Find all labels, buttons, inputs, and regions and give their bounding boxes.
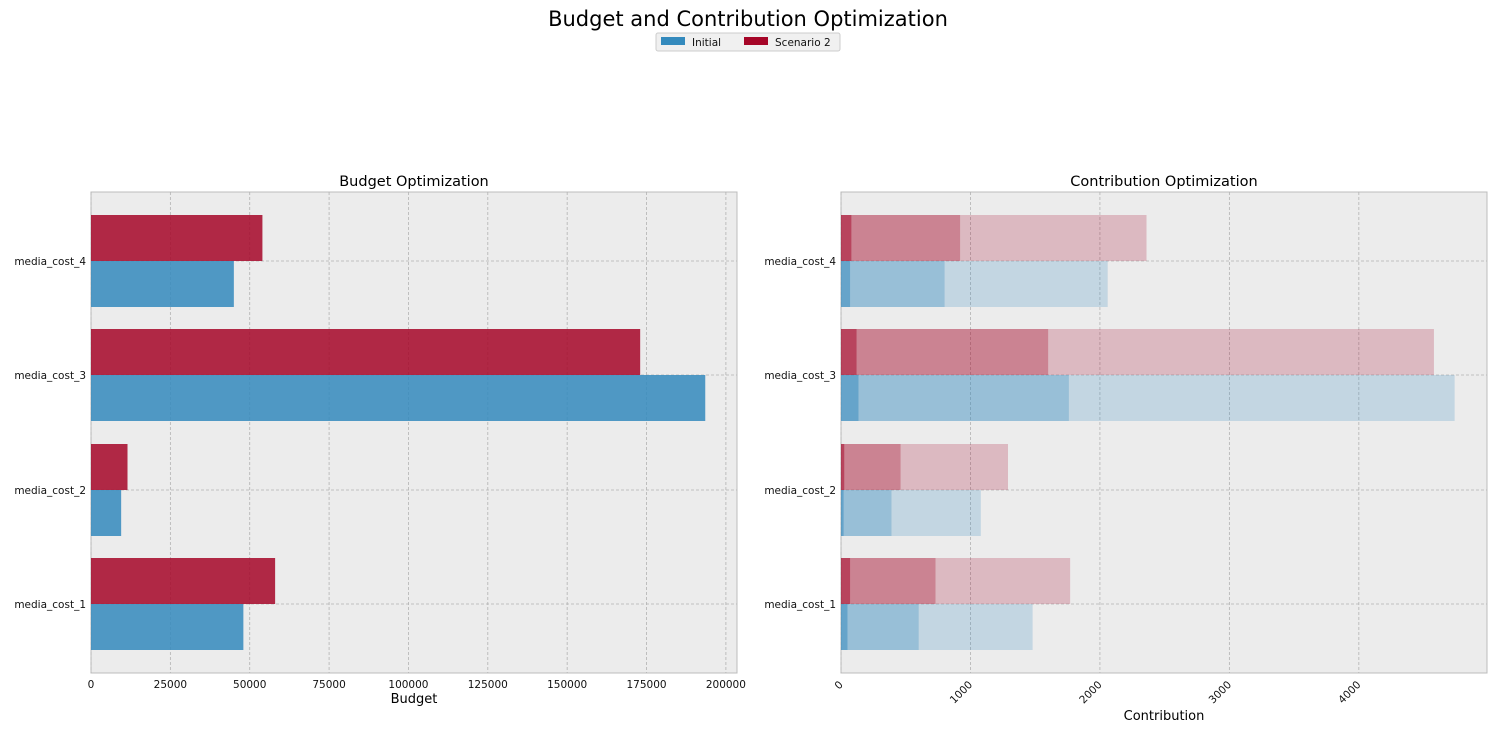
contribution-y-tick-label-media-cost-4: media_cost_4 [764, 256, 836, 268]
bar-scenario-2-media-cost-4 [91, 215, 263, 261]
bar-initial-high-media-cost-4 [841, 261, 1108, 307]
contribution-chart-title: Contribution Optimization [1070, 174, 1257, 190]
bar-scenario-2-media-cost-2 [91, 444, 128, 490]
contribution-y-tick-label-media-cost-2: media_cost_2 [764, 485, 836, 497]
contribution-bars [841, 215, 1455, 650]
contribution-x-tick-label: 1000 [948, 679, 975, 706]
contribution-x-tick-label: 4000 [1336, 679, 1363, 706]
budget-bars [91, 215, 706, 650]
bar-initial-high-media-cost-1 [841, 604, 1033, 650]
budget-y-tick-label-media-cost-1: media_cost_1 [14, 599, 86, 611]
budget-chart: 0 25000 50000 75000 100000 125000 150000 175000… [14, 174, 746, 707]
figure-title: Budget and Contribution Optimization [548, 7, 948, 31]
contribution-y-ticks: media_cost_1 media_cost_2 media_cost_3 medi… [764, 256, 836, 611]
budget-x-tick-label: 100000 [388, 679, 428, 691]
legend-label-initial: Initial [692, 37, 721, 49]
bar-scenario-2-low-media-cost-3 [841, 329, 857, 375]
bar-initial-high-media-cost-3 [841, 375, 1455, 421]
bar-scenario-2-low-media-cost-4 [841, 215, 852, 261]
bar-scenario-2-low-media-cost-2 [841, 444, 845, 490]
legend: Initial Scenario 2 [655, 32, 841, 52]
contribution-x-axis-label: Contribution [1124, 709, 1205, 724]
bar-initial-low-media-cost-4 [841, 261, 851, 307]
contribution-x-ticks: 0 1000 2000 3000 4000 [832, 679, 1363, 706]
contribution-plot-area [840, 191, 1488, 674]
contribution-x-tick-label: 0 [832, 679, 845, 692]
legend-swatch-initial [661, 37, 685, 45]
bar-scenario-2-media-cost-1 [91, 558, 276, 604]
budget-x-tick-label: 75000 [312, 679, 345, 691]
bar-scenario-2-high-media-cost-4 [841, 215, 1147, 261]
budget-x-tick-label: 0 [88, 679, 95, 691]
bar-scenario-2-mid-media-cost-4 [841, 215, 961, 261]
budget-y-tick-label-media-cost-2: media_cost_2 [14, 485, 86, 497]
contribution-chart: 0 1000 2000 3000 4000 media_cost_1media_cost… [764, 174, 1488, 724]
bar-initial-low-media-cost-1 [841, 604, 848, 650]
contribution-y-tick-label-media-cost-1: media_cost_1 [764, 599, 836, 611]
bar-scenario-2-media-cost-3 [91, 329, 641, 375]
contribution-x-tick-label: 3000 [1207, 679, 1234, 706]
bar-initial-low-media-cost-3 [841, 375, 859, 421]
budget-y-tick-label-media-cost-4: media_cost_4 [14, 256, 86, 268]
budget-x-tick-label: 50000 [233, 679, 266, 691]
bar-initial-media-cost-3 [91, 375, 706, 421]
budget-x-tick-label: 125000 [468, 679, 508, 691]
bar-initial-mid-media-cost-4 [841, 261, 945, 307]
bar-scenario-2-mid-media-cost-3 [841, 329, 1049, 375]
bar-initial-media-cost-2 [91, 490, 122, 536]
bar-scenario-2-high-media-cost-1 [841, 558, 1071, 604]
bar-initial-mid-media-cost-2 [841, 490, 892, 536]
budget-x-ticks: 0 25000 50000 75000 100000 125000 150000 175000… [88, 679, 746, 691]
bar-initial-mid-media-cost-3 [841, 375, 1069, 421]
budget-x-axis-label: Budget [391, 692, 438, 707]
budget-x-tick-label: 200000 [706, 679, 746, 691]
bar-initial-high-media-cost-2 [841, 490, 981, 536]
legend-swatch-scenario-2 [744, 37, 768, 45]
bar-initial-low-media-cost-2 [841, 490, 844, 536]
budget-x-tick-label: 25000 [154, 679, 187, 691]
budget-x-tick-label: 150000 [547, 679, 587, 691]
bar-initial-mid-media-cost-1 [841, 604, 919, 650]
budget-chart-title: Budget Optimization [339, 174, 489, 190]
contribution-y-tick-label-media-cost-3: media_cost_3 [764, 370, 836, 382]
legend-label-scenario-2: Scenario 2 [775, 37, 831, 49]
contribution-x-tick-label: 2000 [1077, 679, 1104, 706]
bar-scenario-2-high-media-cost-2 [841, 444, 1009, 490]
bar-scenario-2-mid-media-cost-2 [841, 444, 901, 490]
budget-y-ticks: media_cost_1 media_cost_2 media_cost_3 medi… [14, 256, 86, 611]
bar-initial-media-cost-4 [91, 261, 234, 307]
bar-scenario-2-mid-media-cost-1 [841, 558, 936, 604]
bar-initial-media-cost-1 [91, 604, 244, 650]
bar-scenario-2-low-media-cost-1 [841, 558, 851, 604]
budget-y-tick-label-media-cost-3: media_cost_3 [14, 370, 86, 382]
bar-scenario-2-high-media-cost-3 [841, 329, 1434, 375]
budget-x-tick-label: 175000 [626, 679, 666, 691]
